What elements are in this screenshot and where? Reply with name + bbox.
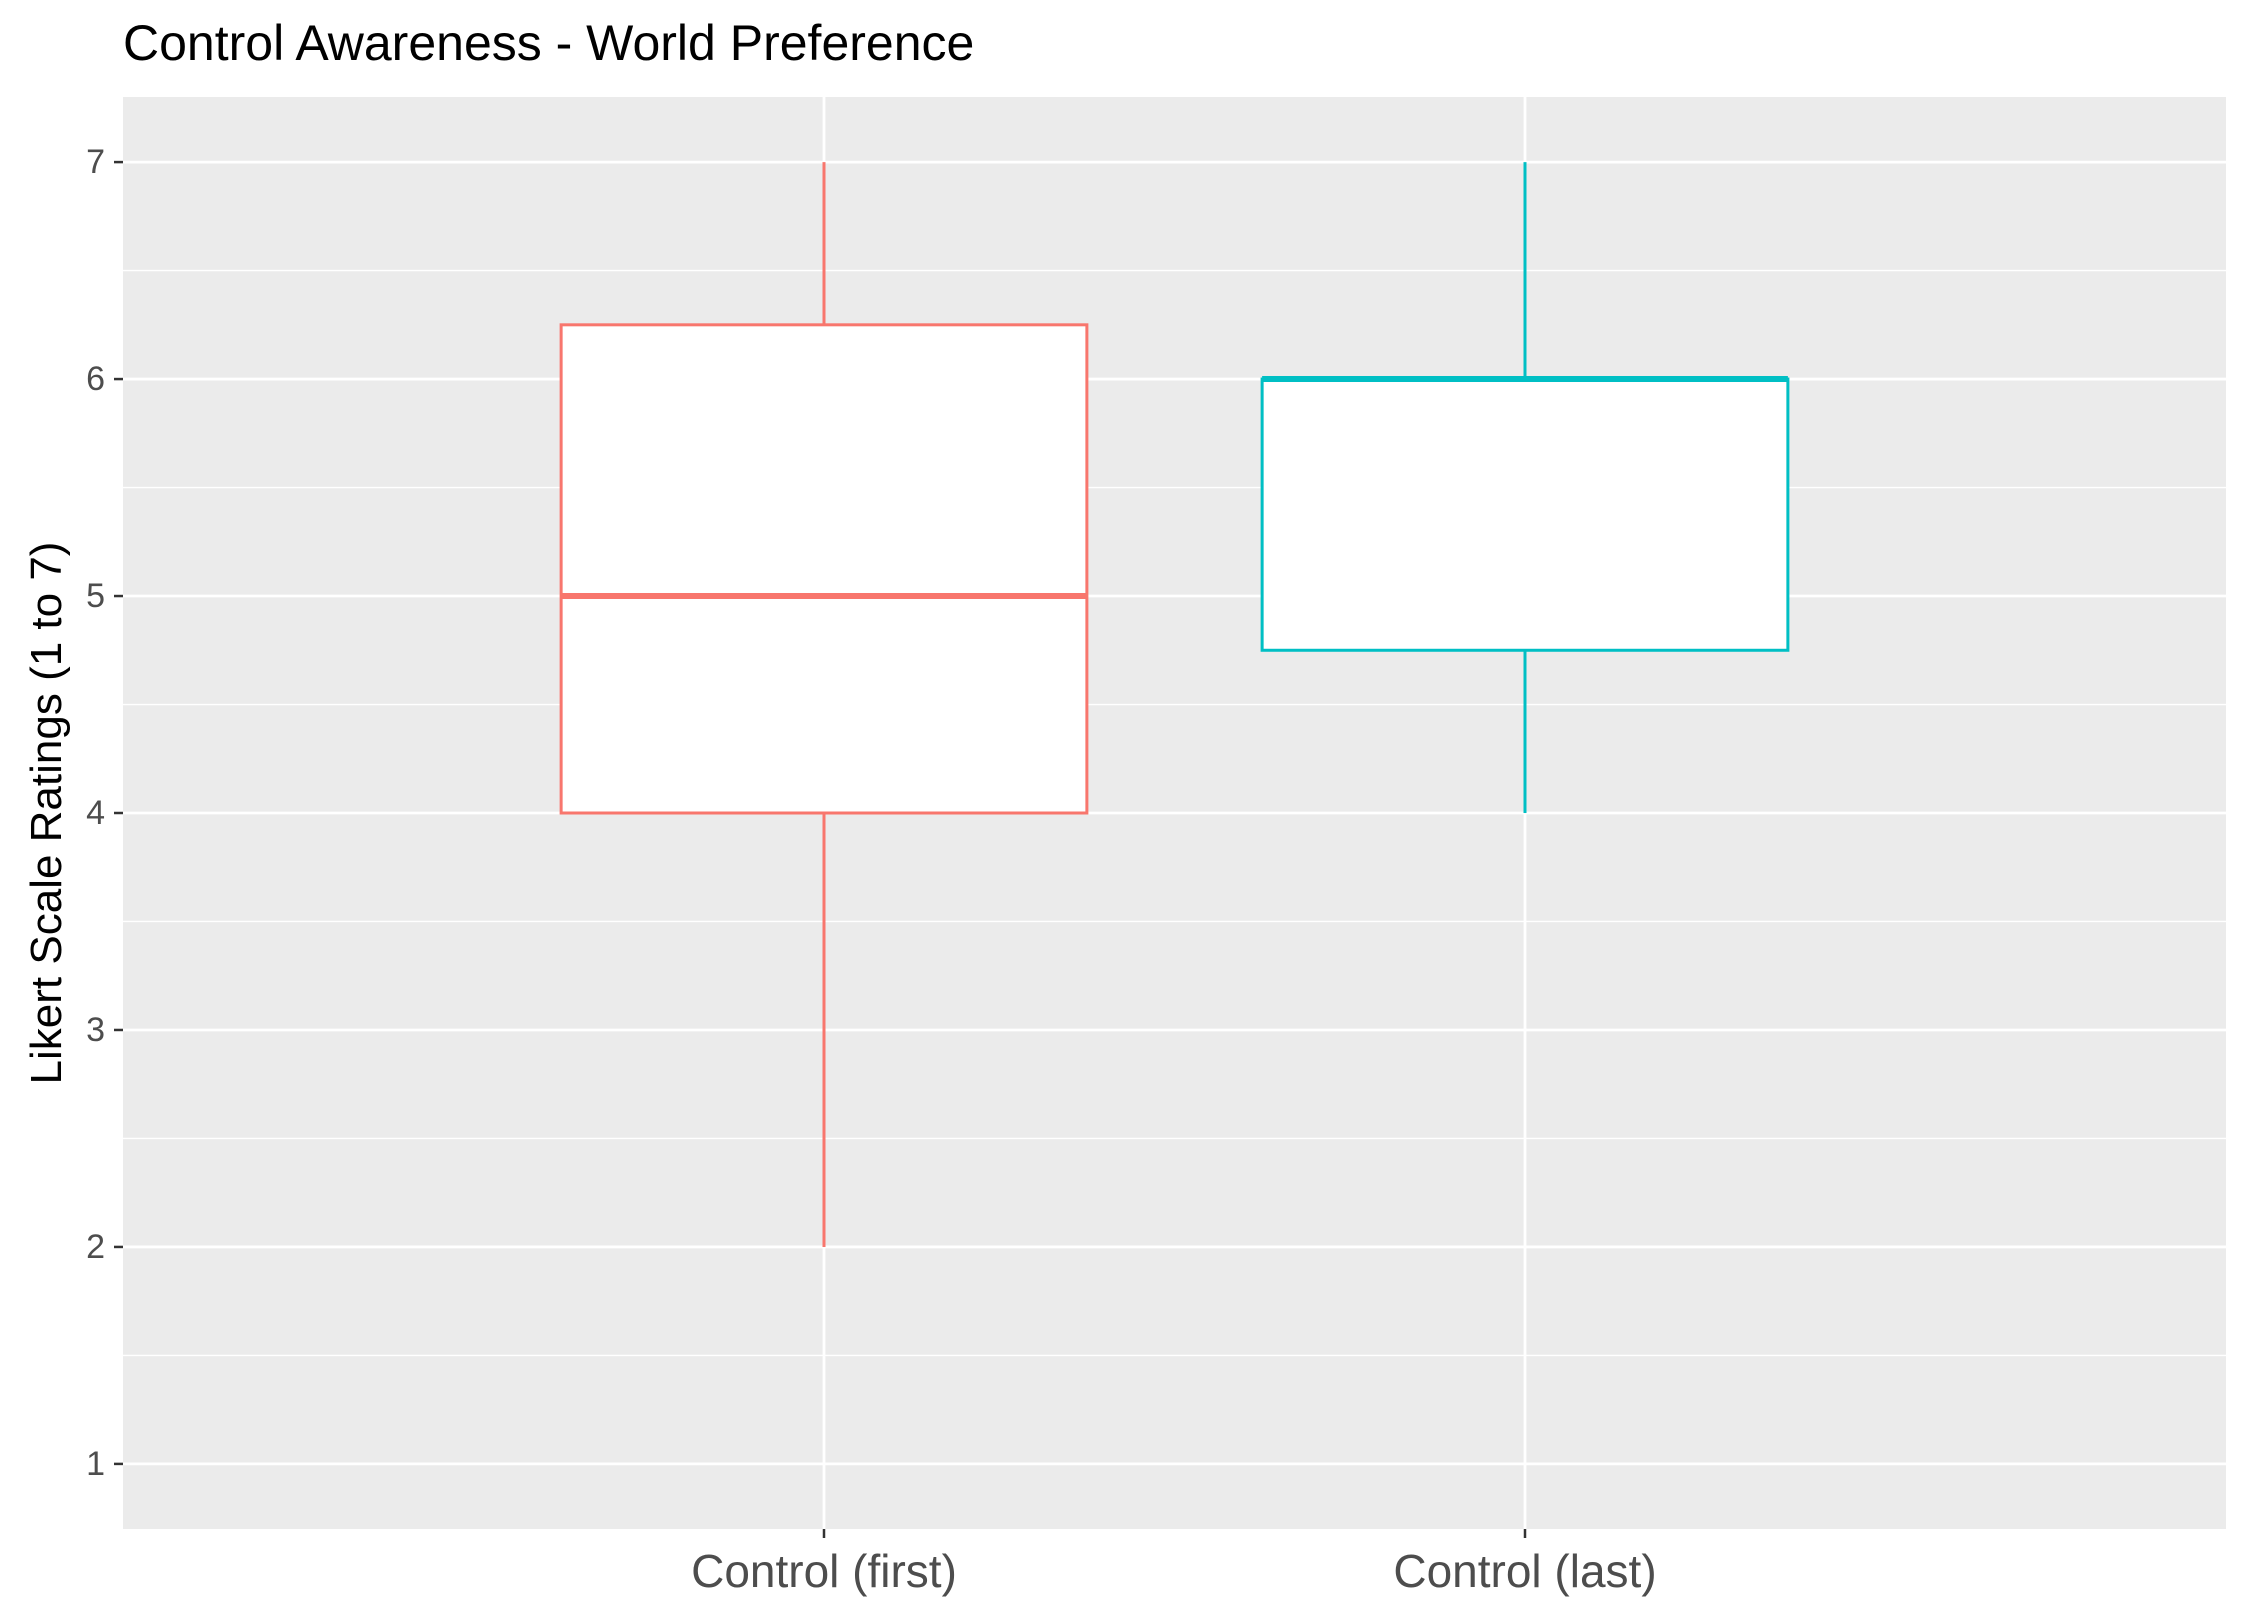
- boxplots: [559, 162, 1790, 1247]
- box-group: [559, 162, 1089, 1247]
- box-iqr: [1260, 377, 1790, 652]
- y-tick-label: 4: [86, 794, 105, 832]
- chart-title: Control Awareness - World Preference: [123, 15, 974, 71]
- y-tick-label: 6: [86, 360, 105, 398]
- y-axis-title: Likert Scale Ratings (1 to 7): [22, 542, 71, 1085]
- box-group: [1260, 162, 1790, 813]
- y-tick-label: 3: [86, 1011, 105, 1049]
- x-axis: Control (first) Control (last): [691, 1529, 1657, 1597]
- y-tick-label: 2: [86, 1228, 105, 1266]
- y-tick-label: 7: [86, 143, 105, 181]
- x-tick-label: Control (first): [691, 1545, 957, 1597]
- x-tick-label: Control (last): [1393, 1545, 1656, 1597]
- y-axis: 1 2 3 4 5 6 7: [86, 143, 123, 1483]
- y-tick-label: 5: [86, 577, 105, 615]
- minor-gridlines: [123, 269, 2226, 1357]
- box-iqr: [559, 323, 1089, 815]
- y-tick-label: 1: [86, 1445, 105, 1483]
